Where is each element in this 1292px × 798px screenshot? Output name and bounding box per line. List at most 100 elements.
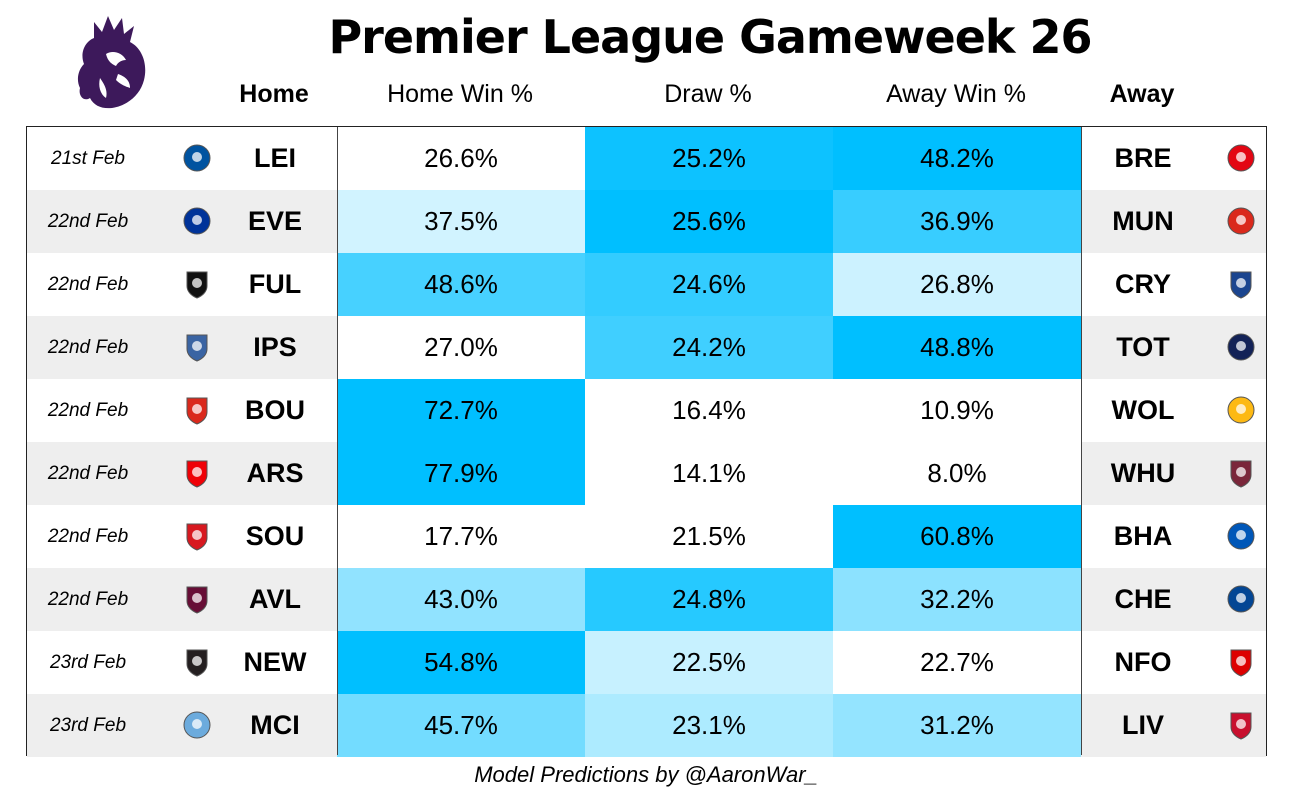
match-date: 22nd Feb [47, 463, 129, 484]
away-win-pct: 31.2% [833, 694, 1081, 757]
wol-crest-icon [1227, 396, 1255, 424]
mun-crest-icon [1227, 207, 1255, 235]
home-crest [163, 190, 211, 253]
away-crest [1207, 316, 1255, 379]
header-away: Away [1109, 80, 1175, 108]
bha-crest-icon [1227, 522, 1255, 550]
home-win-pct: 27.0% [337, 316, 585, 379]
sou-crest-icon [186, 523, 208, 551]
away-team: BHA [1113, 521, 1173, 551]
avl-crest-icon [186, 586, 208, 614]
match-date: 22nd Feb [47, 211, 129, 232]
away-crest [1207, 127, 1255, 190]
home-crest [163, 316, 208, 379]
match-date: 22nd Feb [47, 337, 129, 358]
bre-crest-icon [1227, 144, 1255, 172]
away-win-pct: 10.9% [833, 379, 1081, 442]
draw-pct: 24.2% [585, 316, 833, 379]
home-crest [163, 694, 211, 757]
away-team: WHU [1110, 458, 1176, 488]
draw-pct: 24.8% [585, 568, 833, 631]
table-row: 21st Feb LEI 26.6% 25.2% 48.2% BRE [27, 127, 1266, 190]
away-team: NFO [1114, 647, 1172, 677]
mci-crest-icon [183, 711, 211, 739]
home-win-pct: 54.8% [337, 631, 585, 694]
bou-crest-icon [186, 397, 208, 425]
away-crest [1207, 694, 1252, 757]
home-crest [163, 253, 208, 316]
ful-crest-icon [186, 271, 208, 299]
home-win-pct: 72.7% [337, 379, 585, 442]
away-win-pct: 36.9% [833, 190, 1081, 253]
away-win-pct: 26.8% [833, 253, 1081, 316]
home-team: AVL [249, 584, 301, 614]
away-crest [1207, 505, 1255, 568]
home-team: NEW [243, 647, 307, 677]
away-crest [1207, 442, 1252, 505]
home-team: EVE [247, 206, 303, 236]
away-win-pct: 8.0% [833, 442, 1081, 505]
footer-credit: Model Predictions by @AaronWar_ [474, 762, 818, 787]
draw-pct: 25.6% [585, 190, 833, 253]
home-crest [163, 568, 208, 631]
predictions-table: 21st Feb LEI 26.6% 25.2% 48.2% BRE 22nd Feb EVE… [26, 126, 1267, 757]
away-crest [1207, 631, 1252, 694]
home-crest [163, 442, 208, 505]
away-team: LIV [1121, 710, 1164, 740]
draw-pct: 14.1% [585, 442, 833, 505]
home-win-pct: 26.6% [337, 127, 585, 190]
home-crest [163, 379, 208, 442]
home-crest [163, 631, 208, 694]
match-date: 21st Feb [51, 148, 125, 169]
home-win-pct: 48.6% [337, 253, 585, 316]
table-row: 22nd Feb BOU 72.7% 16.4% 10.9% WOL [27, 379, 1266, 442]
away-win-pct: 48.2% [833, 127, 1081, 190]
draw-pct: 24.6% [585, 253, 833, 316]
home-crest [163, 127, 211, 190]
page-title: Premier League Gameweek 26 [328, 10, 1092, 64]
home-win-pct: 17.7% [337, 505, 585, 568]
whu-crest-icon [1230, 460, 1252, 488]
lei-crest-icon [183, 144, 211, 172]
table-row: 22nd Feb SOU 17.7% 21.5% 60.8% BHA [27, 505, 1266, 568]
away-team: CHE [1114, 584, 1172, 614]
away-crest [1207, 379, 1255, 442]
draw-pct: 16.4% [585, 379, 833, 442]
match-date: 22nd Feb [47, 400, 129, 421]
draw-pct: 22.5% [585, 631, 833, 694]
draw-pct: 21.5% [585, 505, 833, 568]
home-team: BOU [245, 395, 305, 425]
away-team: CRY [1114, 269, 1171, 299]
away-crest [1207, 190, 1255, 253]
home-team: ARS [246, 458, 304, 488]
tot-crest-icon [1227, 333, 1255, 361]
draw-pct: 23.1% [585, 694, 833, 757]
column-divider [337, 127, 338, 755]
header-home: Home [239, 80, 309, 108]
match-date: 22nd Feb [47, 526, 129, 547]
home-team: FUL [248, 269, 302, 299]
new-crest-icon [186, 649, 208, 677]
away-team: WOL [1111, 395, 1175, 425]
table-row: 22nd Feb FUL 48.6% 24.6% 26.8% CRY [27, 253, 1266, 316]
cry-crest-icon [1230, 271, 1252, 299]
away-crest [1207, 253, 1252, 316]
away-win-pct: 60.8% [833, 505, 1081, 568]
home-team: LEI [253, 143, 296, 173]
away-win-pct: 48.8% [833, 316, 1081, 379]
home-win-pct: 77.9% [337, 442, 585, 505]
home-win-pct: 43.0% [337, 568, 585, 631]
table-row: 23rd Feb NEW 54.8% 22.5% 22.7% NFO [27, 631, 1266, 694]
premier-league-logo-icon [77, 16, 146, 109]
nfo-crest-icon [1230, 649, 1252, 677]
column-divider [1081, 127, 1082, 755]
eve-crest-icon [183, 207, 211, 235]
table-row: 22nd Feb ARS 77.9% 14.1% 8.0% WHU [27, 442, 1266, 505]
header-draw: Draw % [664, 80, 752, 108]
header-away-win: Away Win % [886, 80, 1026, 108]
home-win-pct: 45.7% [337, 694, 585, 757]
away-team: BRE [1114, 143, 1172, 173]
table-row: 22nd Feb AVL 43.0% 24.8% 32.2% CHE [27, 568, 1266, 631]
match-date: 22nd Feb [47, 274, 129, 295]
home-team: MCI [250, 710, 300, 740]
